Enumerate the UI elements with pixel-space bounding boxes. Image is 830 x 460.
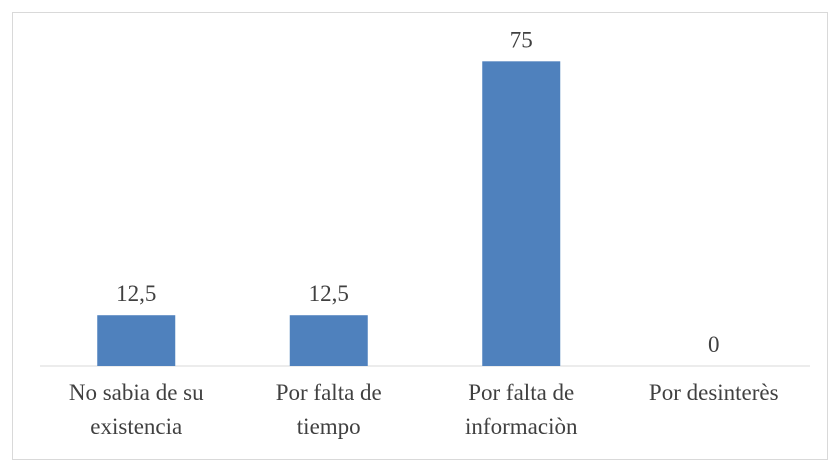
x-tick-label: Por desinterès — [648, 380, 779, 405]
data-label: 75 — [510, 27, 533, 52]
data-label: 0 — [708, 332, 720, 357]
x-tick-label: Por falta de tiempo — [275, 380, 382, 439]
x-tick-label: No sabia de su existencia — [68, 380, 204, 439]
data-label: 12,5 — [116, 281, 156, 306]
bar — [97, 315, 176, 366]
bar — [482, 61, 561, 366]
bar — [289, 315, 368, 366]
data-label: 12,5 — [309, 281, 349, 306]
x-tick-label: Por falta de informaciòn — [465, 380, 578, 439]
